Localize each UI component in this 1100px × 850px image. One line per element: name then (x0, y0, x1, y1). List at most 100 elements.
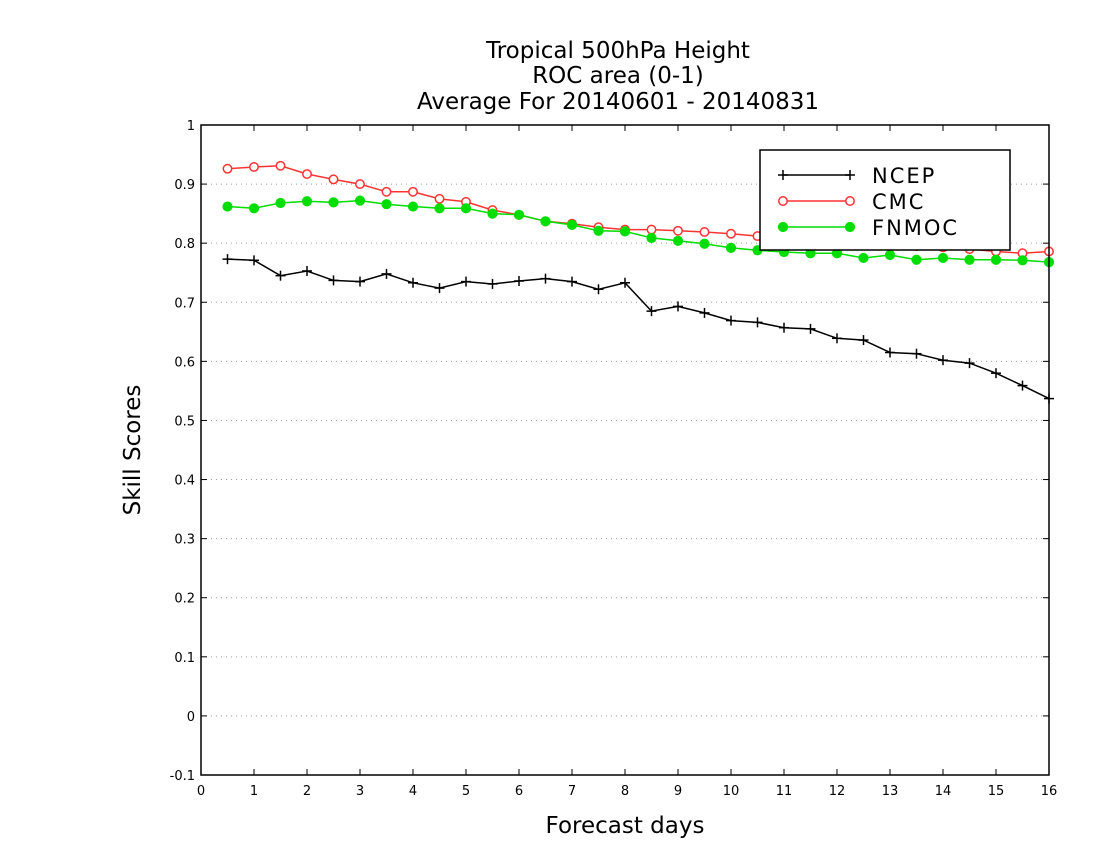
point-fnmoc (990, 254, 1002, 265)
point-cmc (673, 225, 683, 236)
y-tick-label: 0.6 (174, 355, 195, 370)
point-cmc (381, 186, 392, 197)
point-fnmoc (911, 254, 922, 265)
point-cmc (275, 160, 286, 171)
point-fnmoc (672, 235, 684, 246)
chart-title-line-1: Tropical 500hPa Height (485, 38, 750, 64)
point-fnmoc (699, 238, 710, 249)
point-fnmoc (540, 216, 551, 227)
point-ncep (275, 270, 286, 281)
point-fnmoc (884, 249, 896, 261)
point-fnmoc (381, 199, 392, 210)
point-ncep (487, 278, 498, 289)
series-line-ncep (227, 258, 1050, 400)
point-ncep (620, 277, 630, 288)
y-tick-label: 0 (187, 710, 195, 725)
x-tick-label: 7 (568, 784, 576, 799)
point-cmc (699, 227, 710, 237)
point-cmc (302, 169, 312, 179)
point-ncep (911, 348, 922, 359)
x-tick-label: 2 (303, 784, 311, 799)
series-fnmoc (222, 195, 1055, 268)
x-tick-label: 12 (829, 784, 846, 799)
x-tick-label: 4 (409, 784, 417, 799)
point-fnmoc (1017, 255, 1028, 266)
point-fnmoc (566, 219, 578, 230)
plot-frame (200, 124, 1050, 776)
x-tick-label: 5 (462, 784, 470, 799)
point-ncep (646, 306, 657, 317)
point-ncep (673, 301, 683, 312)
y-tick-label: 0.2 (174, 592, 195, 607)
point-cmc (328, 174, 339, 185)
x-axis-label: Forecast days (546, 813, 705, 839)
point-ncep (752, 317, 763, 328)
y-axis-label: Skill Scores (120, 385, 146, 516)
x-tick-label: 16 (1041, 784, 1058, 799)
point-cmc (726, 228, 736, 239)
point-ncep (964, 358, 975, 369)
x-tick-label: 3 (356, 784, 364, 799)
point-fnmoc (646, 232, 657, 243)
y-tick-label: 0.9 (174, 178, 195, 193)
y-tick-label: 0.8 (174, 237, 195, 252)
y-tick-label: 0.4 (174, 474, 195, 489)
x-tick-label: 10 (723, 784, 740, 799)
legend-marker-ncep (778, 170, 788, 180)
point-fnmoc (275, 197, 286, 209)
chart-title-line-2: ROC area (0-1) (532, 63, 704, 89)
point-fnmoc (222, 201, 233, 212)
x-tick-label: 9 (674, 784, 682, 799)
point-ncep (461, 276, 471, 287)
point-ncep (540, 273, 551, 284)
point-ncep (858, 335, 869, 346)
point-cmc (646, 224, 657, 235)
point-ncep (302, 265, 312, 276)
y-tick-label: 0.5 (174, 414, 195, 429)
legend-marker-cmc (778, 196, 788, 206)
chart-title-line-3: Average For 20140601 - 20140831 (417, 89, 819, 115)
y-tick-label: 0.1 (174, 651, 195, 666)
point-ncep (726, 315, 736, 326)
x-tick-label: 11 (776, 784, 793, 799)
point-ncep (991, 368, 1001, 379)
point-cmc (222, 163, 233, 174)
point-fnmoc (354, 195, 366, 206)
legend-entry-fnmoc: FNMOC (777, 216, 957, 240)
point-fnmoc (487, 208, 498, 219)
point-cmc (408, 186, 418, 197)
axis-ticks: -0.100.10.20.30.40.50.60.70.80.910 1 2 3 4 5 6… (170, 119, 1058, 799)
y-tick-label: -0.1 (170, 769, 195, 784)
y-tick-label: 0.7 (174, 296, 195, 311)
legend-label-ncep: NCEP (872, 164, 936, 188)
point-fnmoc (964, 254, 975, 265)
x-tick-label: 15 (988, 784, 1005, 799)
legend-label-cmc: CMC (872, 190, 925, 214)
point-cmc (249, 162, 259, 172)
legend-marker-cmc (845, 196, 855, 206)
legend-marker-fnmoc (844, 221, 856, 233)
point-cmc (434, 193, 445, 204)
point-ncep (699, 307, 710, 318)
point-ncep (381, 268, 392, 279)
point-ncep (832, 333, 842, 344)
gridlines (201, 183, 1049, 717)
point-fnmoc (725, 242, 737, 254)
point-ncep (567, 276, 577, 287)
point-ncep (593, 284, 604, 295)
point-ncep (328, 275, 339, 286)
point-ncep (805, 323, 816, 334)
x-tick-label: 1 (250, 784, 258, 799)
point-fnmoc (434, 203, 445, 214)
legend-box (759, 149, 1011, 251)
x-tick-label: 14 (935, 784, 952, 799)
x-tick-label: 6 (515, 784, 523, 799)
x-tick-label: 0 (197, 784, 205, 799)
point-fnmoc (407, 201, 419, 212)
point-ncep (1017, 380, 1028, 391)
point-ncep (938, 355, 948, 366)
x-tick-label: 8 (621, 784, 629, 799)
legend-entry-ncep: NCEP (778, 164, 936, 188)
